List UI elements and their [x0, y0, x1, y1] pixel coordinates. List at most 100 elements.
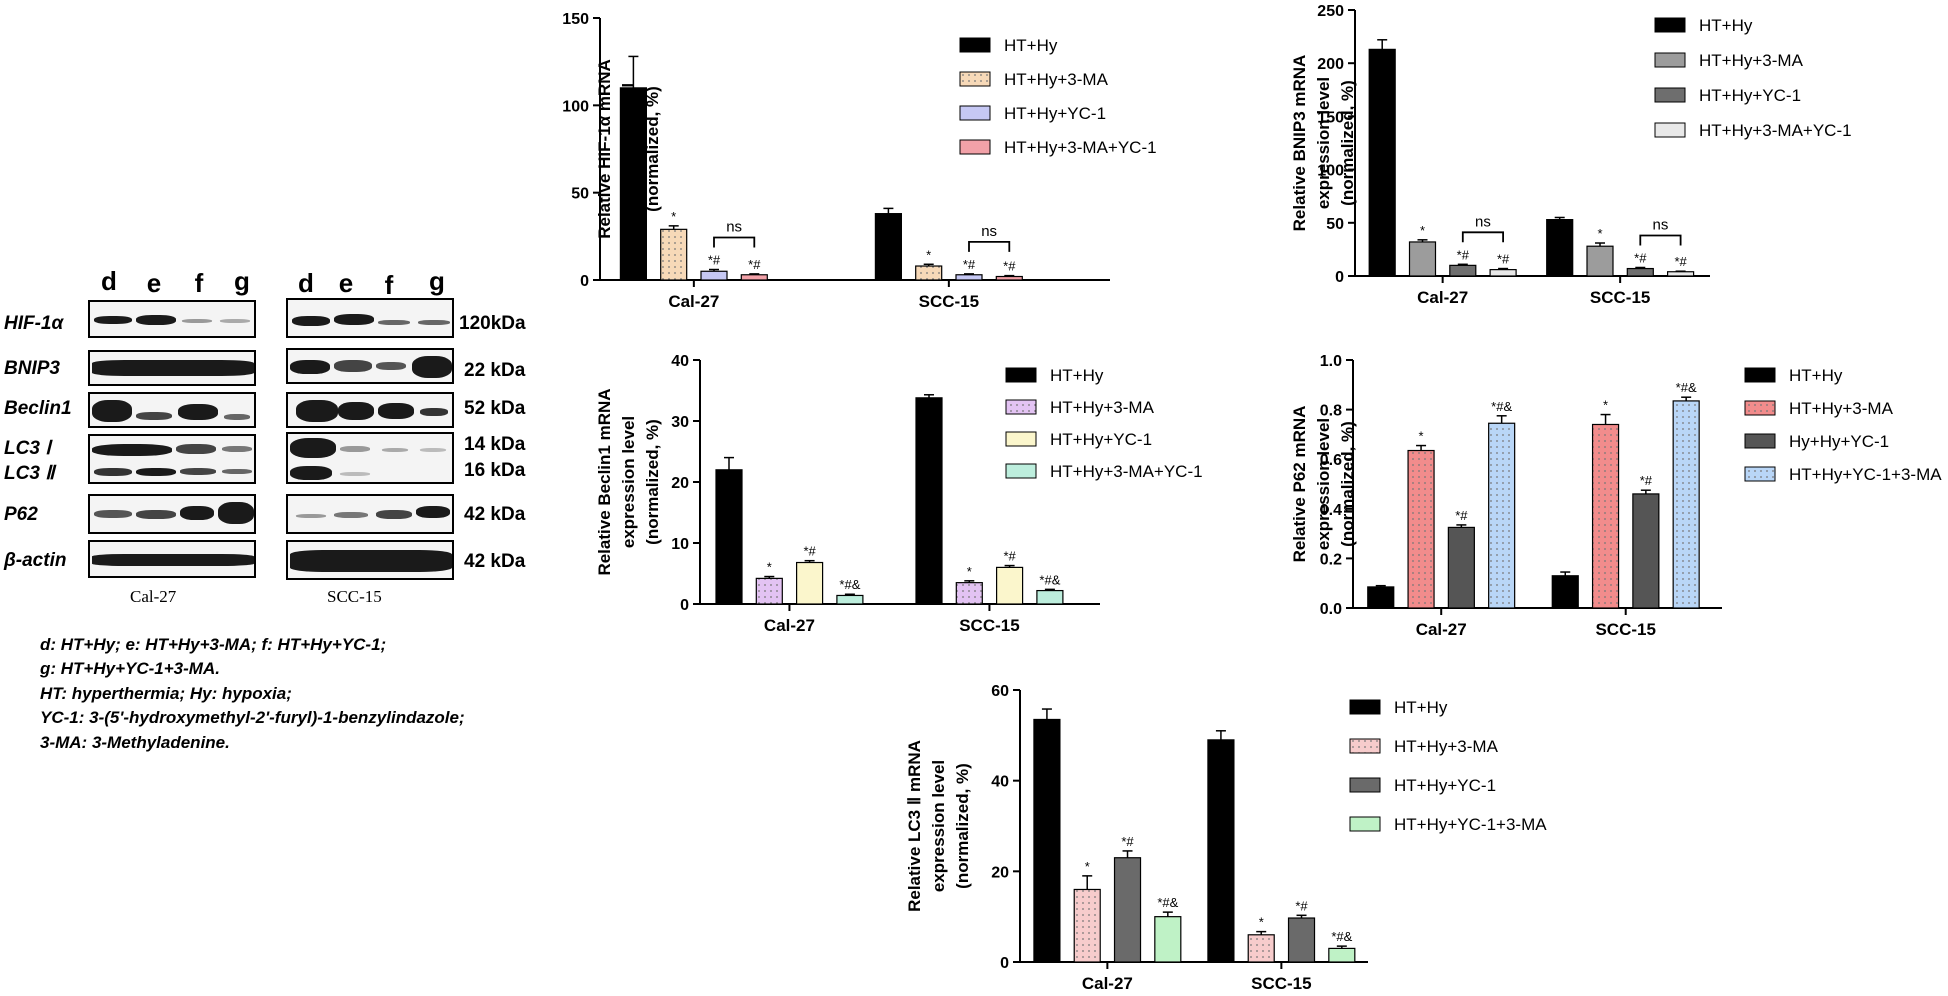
y-tick-label: 1.0 — [1320, 353, 1342, 370]
kda-label: 42 kDa — [464, 551, 526, 572]
bar — [1632, 493, 1660, 609]
significance-label: * — [1603, 398, 1608, 413]
kda-label: 120kDa — [459, 313, 526, 334]
significance-label: * — [1085, 859, 1090, 874]
significance-label: *# — [1455, 508, 1468, 523]
legend-swatch — [959, 105, 991, 121]
legend-swatch — [1654, 122, 1686, 138]
y-tick-label: 0 — [1335, 269, 1344, 286]
bracket-label: ns — [1653, 216, 1669, 233]
bracket — [1461, 231, 1504, 243]
note-line: HT: hyperthermia; Hy: hypoxia; — [40, 684, 292, 703]
legend-swatch — [959, 37, 991, 53]
protein-label: LC3 Ⅰ — [4, 438, 51, 459]
bar — [915, 397, 943, 605]
y-axis-label: (normalized, %) — [643, 86, 662, 212]
y-tick-label: 50 — [571, 186, 589, 203]
kda-label: 42 kDa — [464, 504, 526, 525]
protein-label: P62 — [4, 504, 38, 525]
significance-label: * — [1420, 223, 1425, 238]
bracket — [968, 240, 1011, 252]
legend-swatch — [1654, 17, 1686, 33]
legend-swatch — [1005, 431, 1037, 447]
legend-swatch — [1744, 466, 1776, 482]
legend-label: HT+Hy+3-MA — [1004, 70, 1109, 89]
significance-label: *#& — [1331, 929, 1352, 944]
x-tick-label: SCC-15 — [1590, 288, 1650, 307]
blot-strip — [88, 300, 256, 338]
lane-label: f — [384, 270, 394, 300]
y-axis-label: expression level — [1314, 77, 1333, 209]
significance-label: *# — [708, 253, 721, 268]
significance-label: *#& — [1491, 399, 1512, 414]
legend-label: HT+Hy+3-MA — [1394, 737, 1499, 756]
significance-label: * — [1419, 429, 1424, 444]
legend-label: HT+Hy — [1004, 36, 1058, 55]
y-tick-label: 0 — [580, 273, 589, 290]
legend-swatch — [1654, 52, 1686, 68]
kda-label: 14 kDa — [464, 434, 526, 455]
legend-label: Hy+Hy+YC-1 — [1789, 432, 1889, 451]
blot-strip — [88, 434, 256, 484]
y-tick-label: 0.6 — [1320, 452, 1342, 469]
blot-strip — [286, 348, 454, 384]
protein-label: HIF-1α — [4, 313, 64, 334]
blot-strip — [286, 540, 454, 580]
x-tick-label: Cal-27 — [1082, 974, 1133, 993]
y-tick-label: 250 — [1317, 3, 1344, 20]
lane-label: e — [338, 268, 354, 298]
bar — [1408, 241, 1437, 277]
bar — [1328, 947, 1356, 963]
blot-strip — [88, 540, 256, 578]
significance-label: * — [1597, 226, 1602, 241]
bar — [1447, 526, 1475, 609]
significance-label: * — [926, 247, 931, 262]
legend-swatch — [1654, 87, 1686, 103]
y-axis-label: expression level — [1314, 418, 1333, 550]
legend-label: HT+Hy+YC-1 — [1394, 776, 1496, 795]
significance-label: *# — [1295, 898, 1308, 913]
cell-line-label: Cal-27 — [130, 587, 177, 606]
significance-label: *#& — [839, 577, 860, 592]
significance-label: *# — [1003, 549, 1016, 564]
bar — [1546, 219, 1574, 277]
legend-swatch — [1005, 463, 1037, 479]
legend-label: HT+Hy+YC-1+3-MA — [1789, 465, 1942, 484]
bracket — [1639, 234, 1682, 246]
significance-label: *# — [1674, 254, 1687, 269]
cell-line-label: SCC-15 — [327, 587, 382, 606]
y-tick-label: 0.8 — [1320, 403, 1342, 420]
note-line: YC-1: 3-(5'-hydroxymethyl-2'-furyl)-1-be… — [40, 708, 465, 727]
blot-strip — [286, 298, 454, 338]
legend-swatch — [1005, 399, 1037, 415]
kda-label: 16 kDa — [464, 460, 526, 481]
bar — [1113, 857, 1142, 963]
y-tick-label: 40 — [671, 353, 689, 370]
significance-label: * — [967, 564, 972, 579]
legend-label: HT+Hy — [1050, 366, 1104, 385]
significance-label: *# — [963, 257, 976, 272]
bracket-label: ns — [1475, 213, 1491, 230]
y-tick-label: 20 — [671, 475, 689, 492]
legend-label: HT+Hy+3-MA — [1699, 51, 1804, 70]
protein-label: BNIP3 — [4, 358, 60, 379]
x-tick-label: Cal-27 — [1417, 288, 1468, 307]
protein-label: β-actin — [4, 550, 67, 571]
bar — [1154, 916, 1182, 963]
x-tick-label: Cal-27 — [668, 292, 719, 311]
legend-label: HT+Hy+3-MA+YC-1 — [1699, 121, 1852, 140]
lane-label: d — [298, 268, 314, 298]
note-line: d: HT+Hy; e: HT+Hy+3-MA; f: HT+Hy+YC-1; — [40, 635, 387, 654]
bar — [1247, 934, 1275, 963]
legend-label: HT+Hy+YC-1 — [1050, 430, 1152, 449]
y-axis-label: (normalized, %) — [953, 763, 972, 889]
bar — [1207, 739, 1235, 963]
bracket — [713, 236, 756, 248]
significance-label: *# — [1003, 259, 1016, 274]
blot-strip — [286, 494, 454, 534]
legend-label: HT+Hy+3-MA — [1789, 399, 1894, 418]
